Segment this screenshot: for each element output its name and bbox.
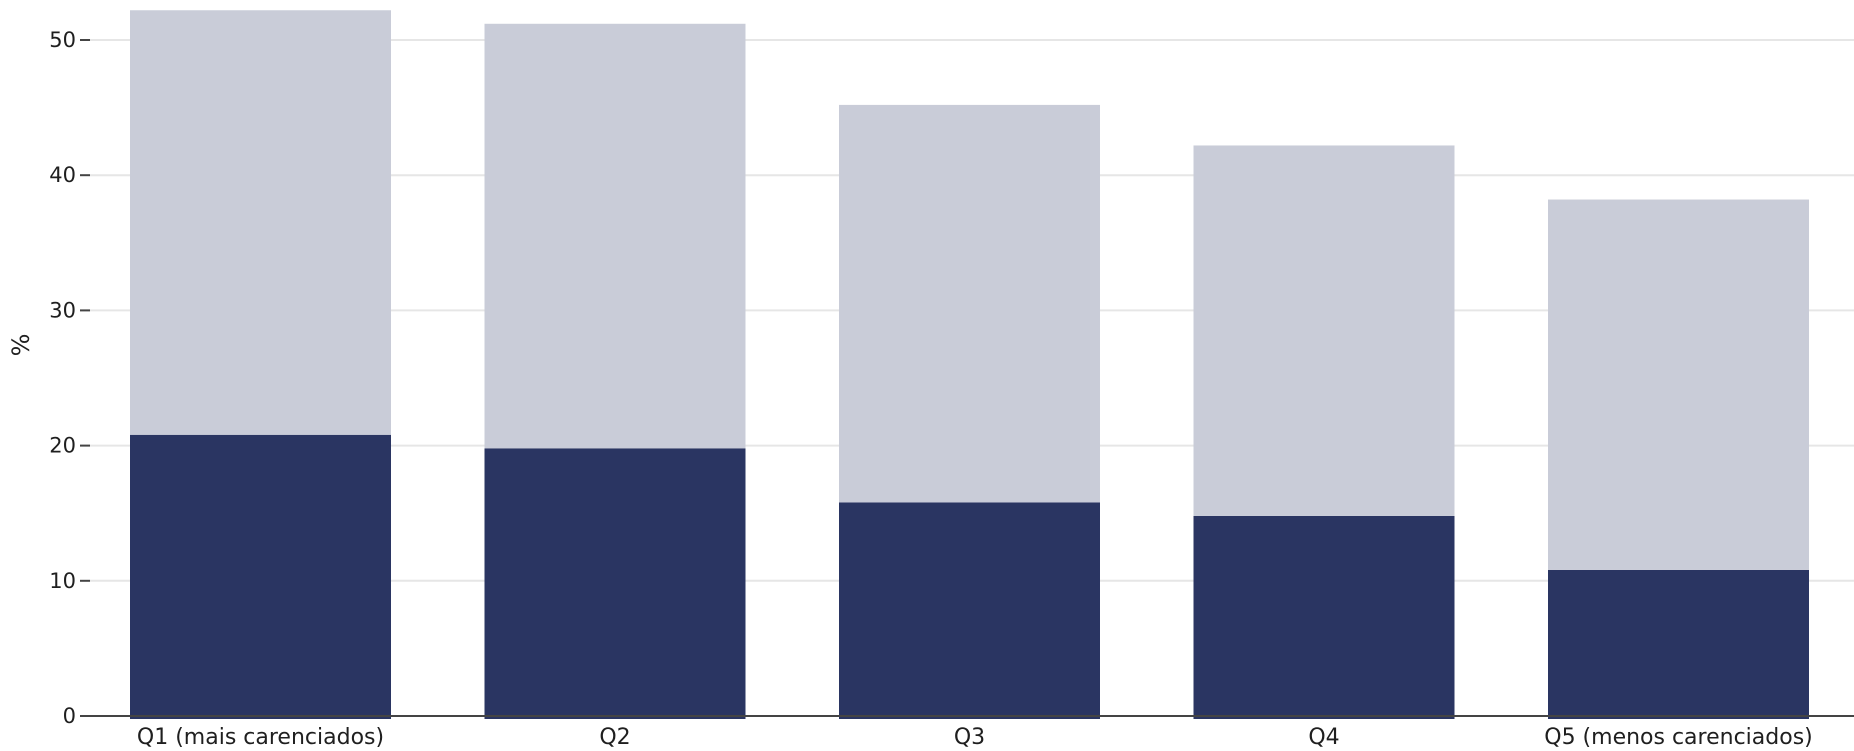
y-tick-label: 40 [49, 163, 76, 187]
x-axis-labels: Q1 (mais carenciados) Q2 Q3 Q4 Q5 (menos car… [137, 725, 1813, 750]
x-category-label: Q1 (mais carenciados) [137, 725, 384, 750]
bar-segment-lower [1193, 515, 1455, 719]
bar-segment-upper [1193, 145, 1455, 516]
y-axis-ticks: 0 10 20 30 40 50 [49, 28, 90, 728]
y-tick-label: 10 [49, 569, 76, 593]
x-category-label: Q3 [954, 725, 985, 750]
bar-segment-lower [484, 448, 746, 719]
bar-segment-lower [839, 502, 1100, 719]
y-tick-label: 50 [49, 28, 76, 52]
y-tick-label: 30 [49, 298, 76, 322]
x-category-label: Q5 (menos carenciados) [1544, 725, 1813, 750]
bar-segment-upper [839, 104, 1100, 503]
bar-segment-lower [1548, 569, 1809, 719]
bar-segment-upper [1548, 199, 1809, 570]
y-tick-label: 0 [63, 704, 76, 728]
bar-segment-upper [130, 10, 391, 435]
y-tick-label: 20 [49, 434, 76, 458]
bars [130, 10, 1809, 719]
x-category-label: Q2 [599, 725, 630, 750]
bar-segment-lower [130, 434, 391, 719]
x-category-label: Q4 [1308, 725, 1339, 750]
bar-segment-upper [484, 23, 746, 449]
y-axis-title: % [7, 334, 35, 357]
